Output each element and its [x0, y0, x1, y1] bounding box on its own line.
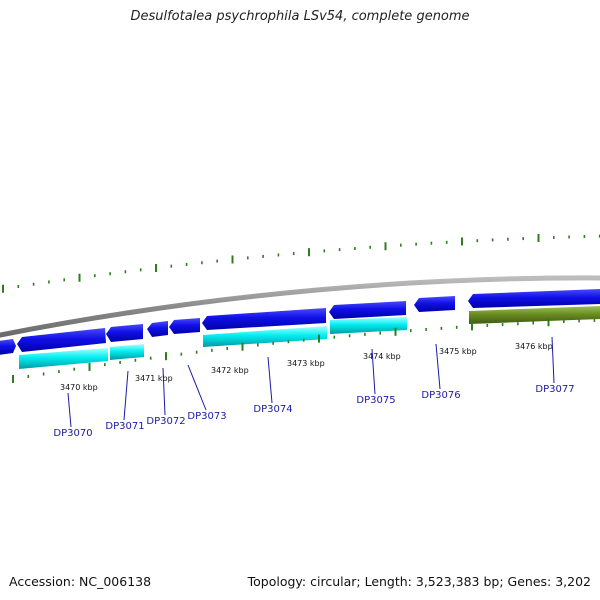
gene-label-dp3072[interactable]: DP3072 — [146, 416, 185, 427]
leader-line — [162, 367, 166, 416]
gene-arrow — [414, 296, 455, 312]
leader-line — [267, 356, 273, 404]
gene-label-dp3075[interactable]: DP3075 — [356, 395, 395, 406]
genome-backbone — [0, 275, 600, 338]
gene-label-dp3077[interactable]: DP3077 — [535, 384, 574, 395]
scale-label: 3473 kbp — [287, 359, 325, 368]
scale-label: 3472 kbp — [211, 366, 249, 375]
gene-arrow — [106, 324, 143, 342]
gene-track-category — [19, 306, 600, 369]
leader-line — [551, 336, 555, 384]
leader-line — [435, 343, 441, 390]
gene-arrow — [329, 301, 406, 319]
gene-block — [110, 344, 144, 360]
leader-line — [67, 392, 72, 428]
inner-scale-ticks — [12, 318, 596, 383]
gene-label-dp3076[interactable]: DP3076 — [421, 390, 460, 401]
gene-block — [203, 326, 327, 347]
gene-label-dp3073[interactable]: DP3073 — [187, 411, 226, 422]
scale-label: 3474 kbp — [363, 352, 401, 361]
scale-label: 3475 kbp — [439, 347, 477, 356]
gene-track-forward — [0, 289, 600, 355]
gene-arrow — [0, 339, 16, 355]
gene-arrow — [169, 318, 200, 334]
gene-labels: DP3070 DP3071 DP3072 DP3073 DP3074 DP307… — [53, 384, 574, 439]
gene-label-leaders — [67, 336, 555, 428]
gene-arrow — [17, 328, 106, 352]
gene-arrow — [147, 321, 168, 337]
leader-line — [187, 364, 207, 411]
topology-summary-text: Topology: circular; Length: 3,523,383 bp… — [247, 574, 591, 589]
accession-text: Accession: NC_006138 — [9, 574, 152, 589]
scale-label: 3470 kbp — [60, 383, 98, 392]
outer-scale-ticks — [2, 234, 600, 293]
scale-label: 3471 kbp — [135, 374, 173, 383]
gene-arrow — [202, 308, 326, 330]
map-title: Desulfotalea psychrophila LSv54, complet… — [130, 9, 470, 24]
gene-arrow — [468, 289, 600, 308]
scale-labels: 3470 kbp 3471 kbp 3472 kbp 3473 kbp 3474… — [60, 342, 553, 392]
leader-line — [123, 370, 129, 421]
gene-block — [330, 317, 407, 334]
gene-block — [19, 348, 108, 369]
scale-label: 3476 kbp — [515, 342, 553, 351]
gene-label-dp3071[interactable]: DP3071 — [105, 421, 144, 432]
gene-label-dp3070[interactable]: DP3070 — [53, 428, 92, 439]
leader-line — [371, 348, 376, 395]
gene-label-dp3074[interactable]: DP3074 — [253, 404, 292, 415]
gene-block — [469, 306, 600, 324]
